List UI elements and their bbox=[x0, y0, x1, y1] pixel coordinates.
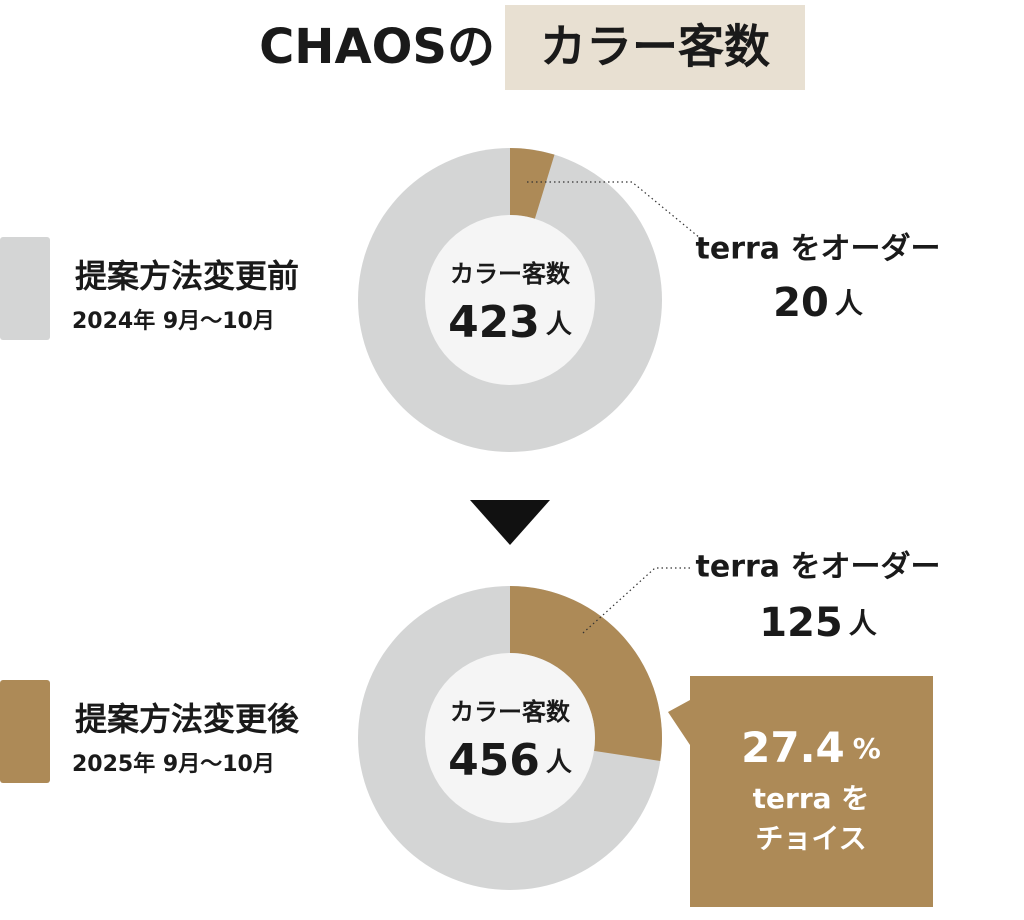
legend-period: 2024年 9月～10月 bbox=[72, 308, 275, 334]
segment-value: 20 bbox=[773, 280, 829, 326]
total-value: 456 bbox=[448, 735, 540, 786]
legend-name: 提案方法変更後 bbox=[75, 700, 300, 738]
center-total: 456 人 bbox=[448, 735, 572, 786]
segment-unit: 人 bbox=[835, 287, 863, 320]
total-unit: 人 bbox=[546, 748, 572, 778]
callout-leader bbox=[527, 181, 701, 239]
legend-swatch bbox=[0, 680, 50, 783]
title-highlight: カラー客数 bbox=[540, 20, 770, 74]
title-brand: CHAOSの bbox=[259, 19, 495, 75]
legend-swatch bbox=[0, 237, 50, 340]
center-total: 423 人 bbox=[448, 297, 572, 348]
callout-line: terra を bbox=[753, 782, 870, 815]
callout-box bbox=[668, 676, 933, 907]
legend-name: 提案方法変更前 bbox=[75, 257, 299, 295]
down-arrow bbox=[470, 500, 550, 545]
center-label: カラー客数 bbox=[450, 698, 571, 726]
total-unit: 人 bbox=[546, 310, 572, 340]
segment-total: 125 人 bbox=[759, 600, 877, 646]
segment-total: 20 人 bbox=[773, 280, 863, 326]
donut-segment bbox=[510, 148, 555, 219]
legend-period: 2025年 9月～10月 bbox=[72, 751, 275, 777]
callout-value: 27.4 bbox=[741, 723, 845, 772]
center-label: カラー客数 bbox=[450, 260, 571, 288]
title-highlight-bg bbox=[505, 5, 805, 90]
segment-name: terra をオーダー bbox=[696, 232, 941, 267]
segment-value: 125 bbox=[759, 600, 843, 646]
donut-segment bbox=[510, 586, 662, 761]
callout-percent: 27.4% bbox=[741, 723, 881, 772]
segment-unit: 人 bbox=[849, 607, 877, 640]
total-value: 423 bbox=[448, 297, 540, 348]
donut-center bbox=[425, 653, 595, 823]
callout-unit: % bbox=[853, 732, 881, 765]
donut-center bbox=[425, 215, 595, 385]
callout-line: チョイス bbox=[755, 822, 866, 855]
callout-leader bbox=[582, 567, 690, 634]
segment-name: terra をオーダー bbox=[696, 550, 941, 585]
